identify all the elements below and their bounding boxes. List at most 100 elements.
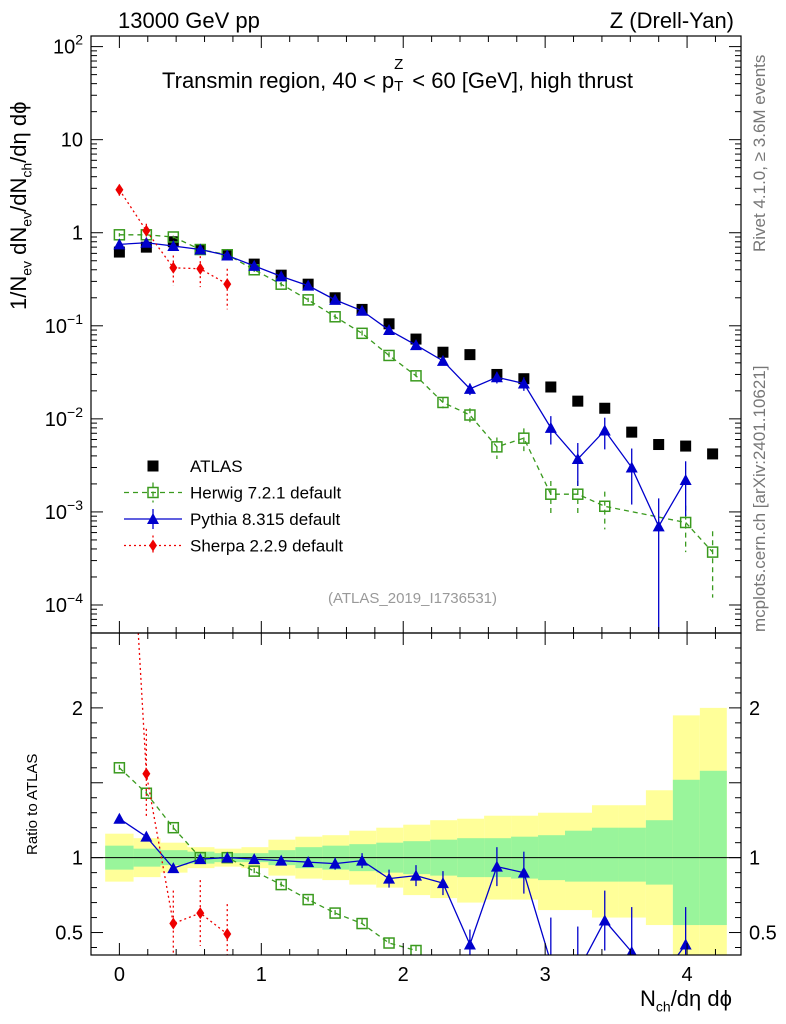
ratio-band-inner xyxy=(699,770,727,926)
main-series-group xyxy=(113,183,719,633)
main-atlas-point xyxy=(410,333,422,345)
main-atlas-point xyxy=(113,246,125,258)
title-suffix: < 60 [GeV], high thrust xyxy=(406,68,633,93)
main-pythia-point xyxy=(329,293,342,305)
main-herwig-line xyxy=(119,234,714,553)
ratio-ylabel: Ratio to ATLAS xyxy=(24,753,41,855)
legend: ATLAS Herwig 7.2.1 default Pythia 8.315 de… xyxy=(124,457,343,556)
x-tick-label: 3 xyxy=(540,964,551,986)
title-sub: T xyxy=(394,78,404,95)
ratio-sherpa-point xyxy=(169,917,178,930)
legend-marker xyxy=(147,486,159,499)
x-tick-label: 4 xyxy=(682,964,693,986)
y-tick-label: 10−1 xyxy=(45,311,83,338)
ratio-sherpa-point xyxy=(196,907,205,920)
ratio-pythia-point xyxy=(598,914,611,926)
ratio-pythia-point xyxy=(463,938,476,950)
main-herwig-point xyxy=(464,409,476,421)
axis-ticks xyxy=(90,36,741,955)
legend-label-herwig: Herwig 7.2.1 default xyxy=(190,484,341,503)
ratio-band-inner xyxy=(565,830,592,882)
main-herwig-point xyxy=(356,327,368,340)
x-tick-label: 0 xyxy=(114,964,125,986)
ratio-pythia-point xyxy=(167,862,180,874)
ratio-pythia-point xyxy=(572,965,584,976)
ratio-y-tick-label-left: 1 xyxy=(72,848,83,870)
ratio-pythia-point xyxy=(436,877,449,889)
main-atlas-point xyxy=(383,318,395,330)
main-atlas-point xyxy=(545,381,557,393)
ratio-herwig-point xyxy=(329,907,341,919)
ratio-pythia-point xyxy=(329,857,342,869)
main-pythia-point xyxy=(625,461,638,473)
ratio-herwig-point xyxy=(410,944,422,955)
main-pythia-point xyxy=(113,238,126,250)
legend-label-sherpa: Sherpa 2.2.9 default xyxy=(190,537,343,556)
main-pythia-line xyxy=(119,242,687,528)
main-pythia-point xyxy=(275,270,288,282)
ratio-pythia-point xyxy=(221,851,234,863)
watermark: (ATLAS_2019_I1736531) xyxy=(328,590,498,607)
main-pythia-point xyxy=(248,259,261,271)
ratio-sherpa-point xyxy=(142,767,151,780)
ratio-sherpa-point xyxy=(115,298,123,310)
ratio-herwig-point xyxy=(356,917,368,930)
ratio-band-inner xyxy=(618,827,646,882)
ratio-herwig-point xyxy=(248,865,260,877)
y-tick-label: 1 xyxy=(72,223,83,245)
main-atlas-point xyxy=(437,346,449,358)
ratio-pythia-point xyxy=(302,856,315,868)
legend-marker xyxy=(147,460,159,472)
main-herwig-point xyxy=(302,294,314,306)
main-pythia-point xyxy=(356,304,369,316)
main-herwig-point xyxy=(329,311,341,323)
ratio-y-tick-label-left: 2 xyxy=(72,698,83,720)
ratio-pythia-point xyxy=(356,854,369,866)
ratio-sherpa-point xyxy=(223,928,232,941)
main-pythia-point xyxy=(517,377,530,389)
main-pythia-point xyxy=(302,279,315,291)
ratio-band-inner xyxy=(645,820,673,885)
axis-tick-labels: 0 1 2 3 4 10−4 10−3 10−2 10−1 1 10 102 0.5 0.5 1 1 2 2 xyxy=(45,32,777,986)
header-right: Z (Drell-Yan) xyxy=(609,8,734,33)
title-sup: Z xyxy=(394,56,404,73)
legend-label-pythia: Pythia 8.315 default xyxy=(190,510,341,529)
main-pythia-point xyxy=(436,354,449,366)
ratio-herwig-point xyxy=(302,893,314,906)
y-tick-label: 102 xyxy=(53,32,83,59)
main-atlas-point xyxy=(626,426,638,438)
main-herwig-point xyxy=(437,396,449,409)
y-tick-label: 10 xyxy=(61,130,83,152)
main-herwig-point xyxy=(572,488,584,500)
main-atlas-point xyxy=(464,349,476,361)
ratio-pythia-point xyxy=(140,830,153,842)
legend-marker xyxy=(149,539,157,552)
ratio-series-group xyxy=(113,298,692,976)
main-herwig-point xyxy=(518,432,530,444)
main-pythia-point xyxy=(410,339,422,351)
main-sherpa-point xyxy=(223,278,232,291)
main-herwig-point xyxy=(599,500,611,513)
ratio-frame xyxy=(90,632,742,956)
ratio-pythia-point xyxy=(410,869,422,881)
legend-label-atlas: ATLAS xyxy=(190,457,243,476)
main-ylabel: 1/Nev dNev/dNch/dη dϕ xyxy=(6,101,35,310)
ratio-pythia-point xyxy=(248,853,261,865)
ratio-pythia-point xyxy=(679,938,692,950)
main-pythia-point xyxy=(544,421,557,433)
main-atlas-point xyxy=(680,440,692,452)
main-herwig-point xyxy=(491,441,503,453)
main-pythia-point xyxy=(571,453,584,465)
x-tick-label: 2 xyxy=(398,964,409,986)
ratio-band-inner xyxy=(672,779,700,926)
main-herwig-point xyxy=(383,349,395,362)
ratio-pythia-point xyxy=(383,872,396,884)
ratio-herwig-point xyxy=(113,762,126,774)
ratio-pythia-point xyxy=(113,812,126,824)
main-sherpa-point xyxy=(169,261,178,274)
ratio-pythia-line xyxy=(119,818,687,955)
main-pythia-point xyxy=(221,249,234,261)
ratio-pythia-point xyxy=(517,866,530,878)
